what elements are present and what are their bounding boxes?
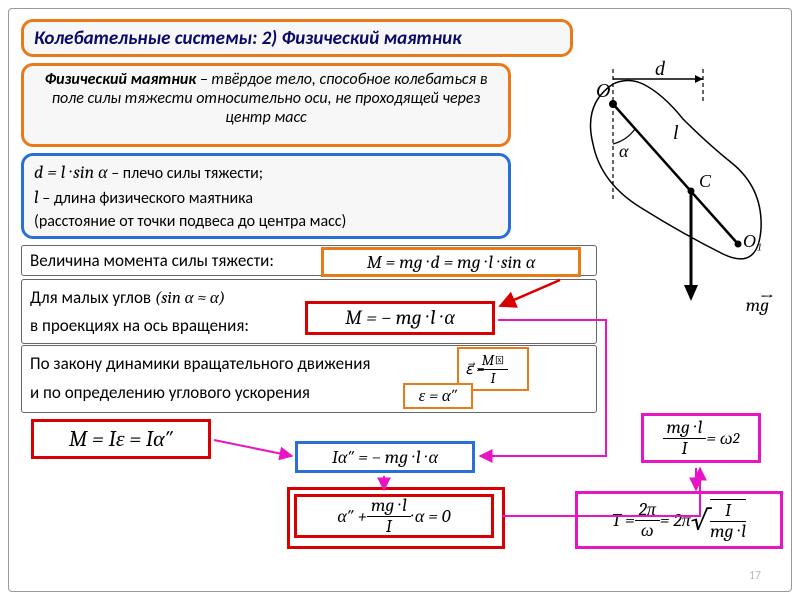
ode-n: mg · l	[367, 497, 411, 517]
mg-label: m→g	[746, 295, 769, 316]
ode-d: I	[386, 517, 392, 536]
svg-text:C: C	[699, 171, 712, 191]
l-desc: – длина физического маятника	[39, 189, 253, 208]
page-number: 17	[749, 569, 761, 583]
page-title: Колебательные системы: 2) Физический мая…	[34, 27, 462, 50]
d-desc: – плечо силы тяжести;	[108, 164, 264, 183]
moment-formula: M = mg · d = mg · l · sin α	[367, 252, 536, 273]
ode-outer: α″ + mg · lI · α = 0	[287, 487, 505, 549]
omega-n: mg · l	[663, 419, 707, 439]
omega-d: I	[681, 439, 687, 458]
d-box: d = l · sin α – плечо силы тяжести; l – …	[21, 153, 511, 239]
moment-formula-box: M = mg · d = mg · l · sin α	[321, 247, 581, 277]
l-note: (расстояние от точки подвеса до центра м…	[34, 212, 498, 231]
d-formula: d = l · sin α	[34, 162, 108, 183]
definition-box: Физический маятник – твёрдое тело, спосо…	[21, 63, 511, 147]
small-label2: в проекциях на ось вращения:	[30, 315, 249, 336]
m-ieps: M = Iε = Iα″	[69, 426, 173, 452]
i-alpha-box: Iα″ = − mg · l · α	[295, 441, 475, 473]
moment-label: Величина момента силы тяжести:	[30, 250, 274, 271]
T-mid: = 2π	[660, 510, 691, 531]
small-label1: Для малых углов	[30, 287, 151, 308]
ode-box: α″ + mg · lI · α = 0	[294, 494, 494, 538]
T-left: T =	[612, 510, 635, 531]
svg-text:O: O	[596, 80, 610, 102]
T-f1n: 2π	[635, 501, 660, 521]
eps-alpha-box: ε = α″	[403, 383, 473, 409]
svg-text:d: d	[655, 58, 666, 80]
ode-right: · α = 0	[411, 506, 451, 527]
law-line1: По закону динамики вращательного движени…	[30, 353, 370, 374]
T-f1d: ω	[641, 521, 654, 540]
svg-text:O₁: O₁	[743, 231, 762, 251]
title-box: Колебательные системы: 2) Физический мая…	[21, 19, 573, 57]
T-sqn: I	[721, 502, 735, 521]
pendulum-diagram: O d α l C O₁	[573, 49, 773, 309]
omega-box: mg · lI = ω2	[641, 413, 761, 463]
m-red: M = − mg · l · α	[345, 306, 455, 330]
omega-eq: = ω	[706, 428, 732, 449]
eps-alpha: ε = α″	[419, 386, 458, 406]
i-alpha: Iα″ = − mg · l · α	[332, 447, 438, 468]
page-frame: Колебательные системы: 2) Физический мая…	[8, 8, 792, 592]
m-ieps-box: M = Iε = Iα″	[31, 419, 211, 459]
ode-left: α″ +	[337, 506, 367, 527]
m-red-box: M = − mg · l · α	[305, 301, 495, 335]
def-term: Физический маятник	[45, 70, 197, 89]
svg-text:α: α	[619, 141, 629, 161]
T-sqd: mg · l	[710, 521, 746, 541]
period-box: T = 2πω = 2π √ Img · l	[575, 491, 783, 549]
small-paren: (sin α ≈ α)	[155, 289, 225, 308]
svg-text:l: l	[673, 122, 679, 144]
omega-sup: 2	[733, 429, 740, 447]
law-line2: и по определению углового ускорения	[30, 382, 310, 403]
